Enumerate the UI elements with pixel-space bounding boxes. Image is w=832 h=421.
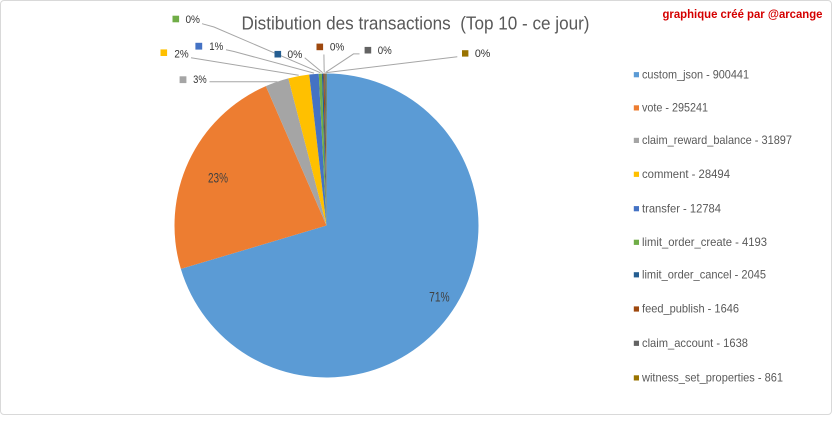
svg-text:feed_publish - 1646: feed_publish - 1646 [642,302,739,316]
svg-text:0%: 0% [378,45,392,57]
svg-text:claim_account - 1638: claim_account - 1638 [642,336,748,350]
svg-text:0%: 0% [330,42,345,54]
svg-text:custom_json - 900441: custom_json - 900441 [642,67,749,81]
svg-text:0%: 0% [475,48,491,60]
svg-text:transfer - 12784: transfer - 12784 [642,201,721,215]
svg-text:71%: 71% [429,290,450,305]
svg-text:vote - 295241: vote - 295241 [642,101,708,115]
svg-text:limit_order_cancel - 2045: limit_order_cancel - 2045 [642,267,766,281]
svg-text:comment - 28494: comment - 28494 [642,167,730,181]
svg-text:0%: 0% [287,49,302,61]
svg-text:1%: 1% [209,41,223,53]
svg-text:23%: 23% [208,171,228,186]
svg-text:witness_set_properties - 861: witness_set_properties - 861 [641,371,783,385]
svg-text:limit_order_create - 4193: limit_order_create - 4193 [642,235,767,249]
svg-text:2%: 2% [174,48,188,60]
svg-text:Distibution des transactions: Distibution des transactions (Top 10 - c… [242,13,590,34]
svg-text:0%: 0% [185,14,200,26]
svg-text:graphique créé par @arcange: graphique créé par @arcange [663,7,823,21]
svg-text:claim_reward_balance - 31897: claim_reward_balance - 31897 [642,133,792,147]
svg-text:3%: 3% [193,74,207,86]
